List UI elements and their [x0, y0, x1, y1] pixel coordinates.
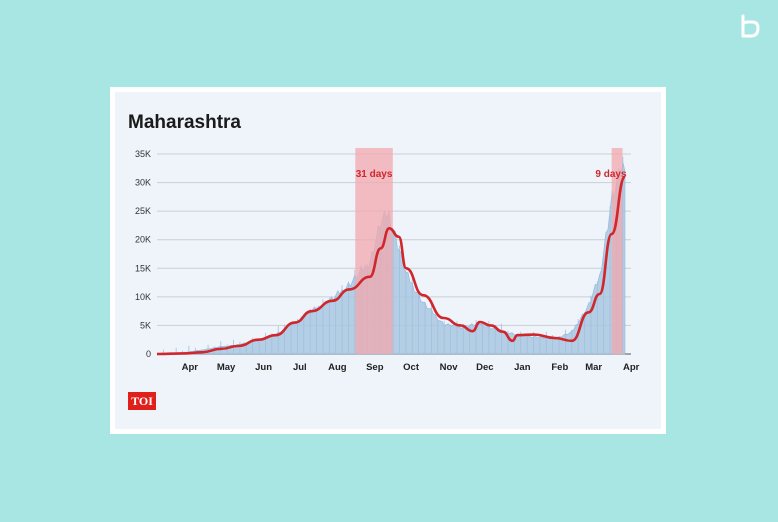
- annotation-layer: 31 days 9 days: [356, 169, 627, 180]
- x-tick-label: Feb: [551, 362, 568, 373]
- toi-badge: TOI: [128, 392, 156, 410]
- chart-card: Maharashtra 0 5K 10K 15K 20K 25K 30K 35K Apr May…: [110, 87, 666, 434]
- x-tick-label: Jul: [293, 362, 307, 373]
- y-tick-labels: 0 5K 10K 15K 20K 25K 30K 35K: [135, 149, 151, 359]
- highlight-layer: [355, 148, 623, 354]
- y-tick-label: 25K: [135, 206, 151, 216]
- x-tick-labels: Apr May Jun Jul Aug Sep Oct Nov Dec Jan Feb Mar Apr: [182, 362, 640, 373]
- highlight-period: [355, 148, 393, 354]
- chart-panel: Maharashtra 0 5K 10K 15K 20K 25K 30K 35K Apr May…: [115, 92, 661, 429]
- x-tick-label: Nov: [440, 362, 459, 373]
- x-tick-label: Jan: [514, 362, 531, 373]
- x-tick-label: Sep: [366, 362, 384, 373]
- highlight-label: 9 days: [595, 169, 627, 180]
- y-tick-label: 10K: [135, 292, 151, 302]
- x-tick-label: Apr: [623, 362, 640, 373]
- y-tick-label: 15K: [135, 263, 151, 273]
- y-tick-label: 20K: [135, 235, 151, 245]
- highlight-label: 31 days: [356, 169, 393, 180]
- y-tick-label: 5K: [140, 320, 151, 330]
- x-tick-label: Apr: [182, 362, 199, 373]
- y-tick-label: 35K: [135, 149, 151, 159]
- x-tick-label: Mar: [585, 362, 602, 373]
- highlight-period: [611, 148, 623, 354]
- x-tick-label: Jun: [255, 362, 272, 373]
- seven-day-average-line: [156, 175, 627, 356]
- chart-svg: 0 5K 10K 15K 20K 25K 30K 35K Apr May Jun Jul Aug Sep…: [135, 148, 640, 373]
- line-layer: [156, 175, 627, 356]
- x-tick-label: Dec: [476, 362, 493, 373]
- y-tick-label: 30K: [135, 178, 151, 188]
- x-tick-label: May: [217, 362, 236, 373]
- x-tick-label: Aug: [328, 362, 347, 373]
- x-tick-label: Oct: [403, 362, 420, 373]
- chart-title: Maharashtra: [128, 112, 241, 133]
- brand-logo-icon: [741, 14, 760, 38]
- y-tick-label: 0: [146, 349, 151, 359]
